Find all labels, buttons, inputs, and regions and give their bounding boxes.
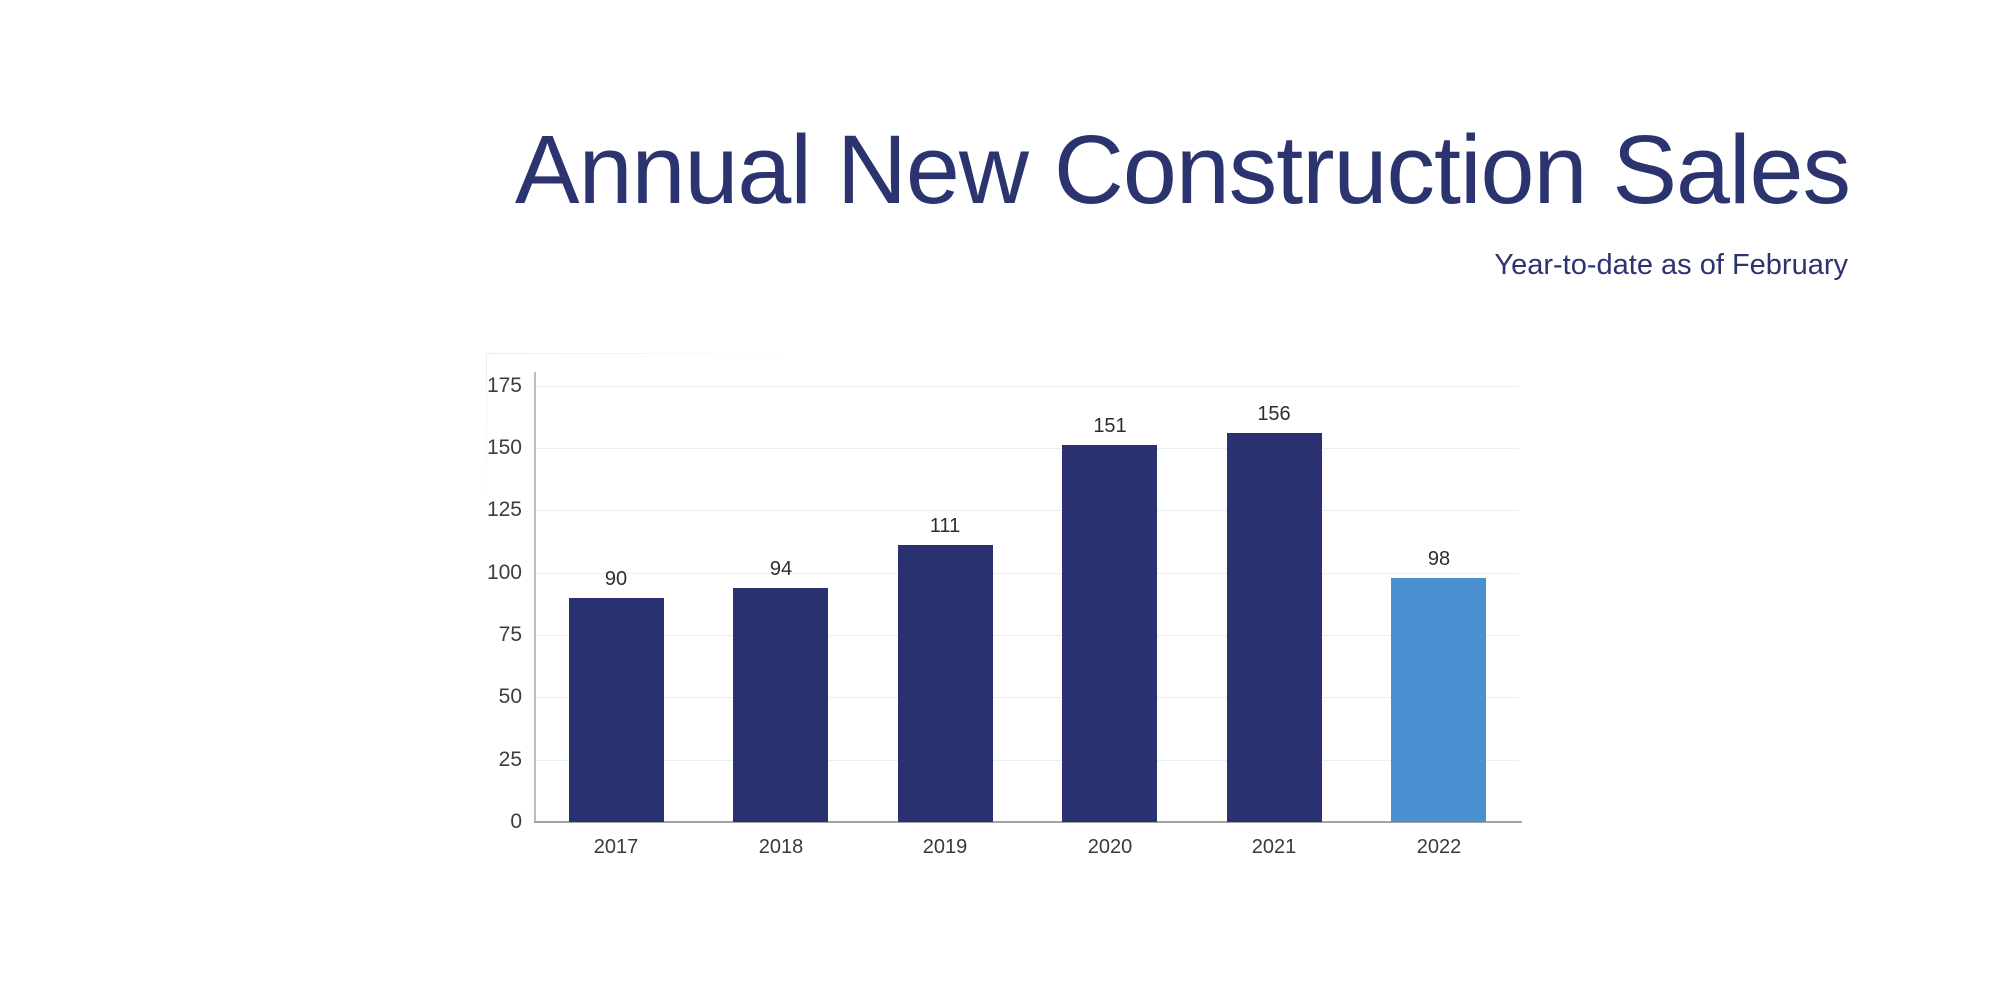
gridline <box>535 573 1519 574</box>
chart-title: Annual New Construction Sales <box>514 115 1851 224</box>
y-tick-label: 125 <box>486 498 522 521</box>
bar-value-label: 90 <box>604 568 628 590</box>
chart-card-top-edge <box>486 353 810 354</box>
gridline <box>535 760 1519 761</box>
y-tick-label: 25 <box>498 748 522 771</box>
y-tick-label: 50 <box>498 685 522 708</box>
y-axis-line <box>534 372 536 822</box>
x-tick-label: 2021 <box>1251 836 1297 858</box>
bar-2021 <box>1227 433 1322 822</box>
x-tick-label: 2018 <box>758 836 804 858</box>
y-tick-label: 0 <box>510 810 522 833</box>
y-tick-label: 175 <box>486 374 522 397</box>
y-tick-label: 150 <box>486 436 522 459</box>
bar-2019 <box>898 545 993 822</box>
gridline <box>535 386 1519 387</box>
bar-2020 <box>1062 445 1157 822</box>
bar-2022 <box>1391 578 1486 822</box>
gridline <box>535 510 1519 511</box>
chart-card-left-edge <box>486 353 487 503</box>
bar-value-label: 94 <box>769 558 793 580</box>
y-tick-label: 75 <box>498 623 522 646</box>
bar-value-label: 98 <box>1427 548 1451 570</box>
gridline <box>535 635 1519 636</box>
gridline <box>535 448 1519 449</box>
chart-subtitle: Year-to-date as of February <box>1494 249 1848 281</box>
x-axis-line <box>534 821 1522 823</box>
bar-2017 <box>569 598 664 822</box>
bar-value-label: 151 <box>1093 415 1127 437</box>
x-tick-label: 2020 <box>1087 836 1133 858</box>
bar-value-label: 156 <box>1257 403 1291 425</box>
gridline <box>535 697 1519 698</box>
x-tick-label: 2019 <box>922 836 968 858</box>
x-tick-label: 2017 <box>593 836 639 858</box>
bar-value-label: 111 <box>929 515 961 537</box>
bar-2018 <box>733 588 828 822</box>
y-tick-label: 100 <box>486 561 522 584</box>
x-tick-label: 2022 <box>1416 836 1462 858</box>
